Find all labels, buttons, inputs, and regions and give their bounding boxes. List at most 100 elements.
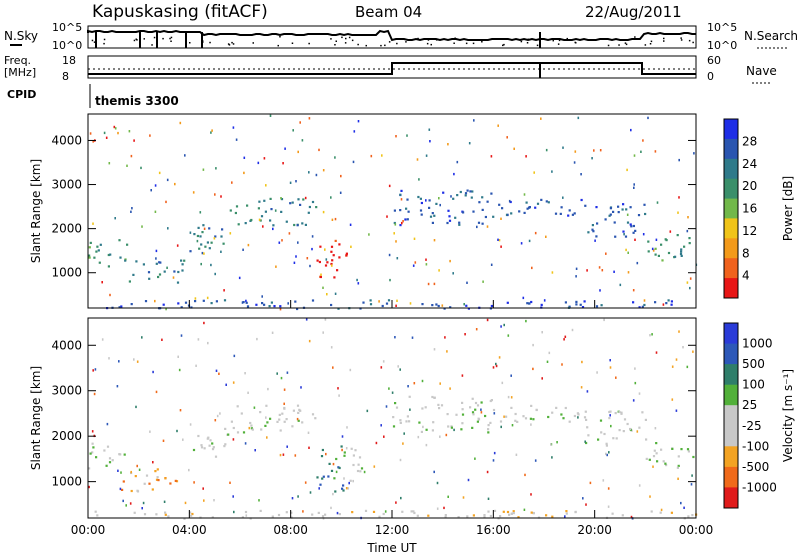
echo-cell <box>347 487 350 490</box>
echo-cell <box>297 198 300 201</box>
echo-cell <box>357 282 360 285</box>
echo-cell <box>690 483 693 486</box>
echo-cell <box>341 487 344 490</box>
echo-cell <box>263 157 266 160</box>
echo-cell <box>606 453 608 457</box>
echo-cell <box>107 265 110 268</box>
echo-cell <box>121 488 124 491</box>
echo-cell <box>237 223 240 226</box>
echo-cell <box>614 235 617 238</box>
echo-cell <box>142 501 145 505</box>
echo-cell <box>407 210 410 213</box>
echo-cell <box>242 301 245 304</box>
echo-cell <box>155 262 158 265</box>
echo-cell <box>223 445 226 448</box>
echo-cell <box>304 223 307 226</box>
echo-cell <box>318 148 320 152</box>
echo-cell <box>322 475 325 478</box>
echo-cell <box>255 303 258 306</box>
echo-cell <box>540 198 543 201</box>
echo-cell <box>215 369 218 372</box>
echo-cell <box>223 299 227 302</box>
echo-cell <box>405 207 408 210</box>
echo-cell <box>647 116 649 120</box>
echo-cell <box>446 221 449 225</box>
echo-cell <box>114 217 116 220</box>
echo-cell <box>608 451 610 454</box>
echo-cell <box>257 207 260 210</box>
echo-cell <box>676 234 679 237</box>
echo-cell <box>285 418 288 421</box>
echo-cell <box>420 430 423 433</box>
echo-cell <box>277 513 281 517</box>
echo-cell <box>215 300 218 303</box>
x-tick-label: 16:00 <box>476 523 511 537</box>
echo-cell <box>622 203 625 206</box>
echo-cell <box>189 250 192 253</box>
echo-cell <box>447 143 449 146</box>
echo-cell <box>311 513 314 516</box>
echo-cell <box>194 297 197 300</box>
echo-cell <box>200 243 203 246</box>
echo-cell <box>297 241 299 244</box>
echo-cell <box>218 372 220 375</box>
echo-cell <box>665 239 668 242</box>
echo-cell <box>251 428 254 431</box>
echo-cell <box>498 203 501 206</box>
nsearch-dot <box>136 39 138 41</box>
echo-cell <box>330 303 333 307</box>
echo-cell <box>654 253 657 256</box>
x-tick-label: 04:00 <box>172 523 207 537</box>
echo-cell <box>428 128 431 131</box>
echo-cell <box>319 275 322 279</box>
echo-cell <box>487 424 490 427</box>
echo-cell <box>180 306 183 309</box>
echo-cell <box>505 415 508 418</box>
echo-cell <box>525 155 527 158</box>
echo-cell <box>327 475 330 478</box>
nsearch-dot <box>227 43 230 45</box>
echo-cell <box>654 150 657 153</box>
echo-cell <box>587 434 590 437</box>
echo-cell <box>448 219 452 222</box>
echo-cell <box>602 479 605 482</box>
echo-cell <box>510 212 513 215</box>
echo-cell <box>581 360 583 364</box>
nsearch-dot <box>472 42 475 45</box>
echo-cell <box>547 201 550 204</box>
echo-cell <box>202 299 205 302</box>
echo-region <box>393 189 495 227</box>
echo-cell <box>522 296 525 300</box>
echo-cell <box>662 460 665 463</box>
echo-cell <box>175 480 179 483</box>
echo-cell <box>340 174 342 178</box>
echo-cell <box>444 516 447 519</box>
echo-cell <box>334 217 337 221</box>
echo-cell <box>551 515 554 518</box>
echo-cell <box>577 116 580 120</box>
echo-cell <box>149 134 151 137</box>
echo-cell <box>497 124 499 127</box>
echo-cell <box>143 482 146 485</box>
echo-cell <box>342 484 345 487</box>
echo-cell <box>433 396 436 399</box>
echo-cell <box>565 512 568 515</box>
echo-cell <box>315 206 318 209</box>
echo-cell <box>643 303 646 307</box>
echo-cell <box>406 198 409 201</box>
echo-cell <box>184 154 186 157</box>
nsearch-dot <box>351 39 354 42</box>
echo-cell <box>392 416 395 419</box>
echo-cell <box>399 421 402 424</box>
echo-cell <box>148 482 151 485</box>
echo-cell <box>169 482 172 485</box>
echo-cell <box>644 418 647 421</box>
echo-cell <box>201 251 204 255</box>
nave-label: Nave <box>746 64 777 78</box>
echo-cell <box>200 444 203 447</box>
echo-cell <box>393 232 395 235</box>
echo-cell <box>687 216 689 219</box>
echo-cell <box>294 300 297 303</box>
echo-cell <box>296 307 299 311</box>
echo-cell <box>204 245 207 248</box>
